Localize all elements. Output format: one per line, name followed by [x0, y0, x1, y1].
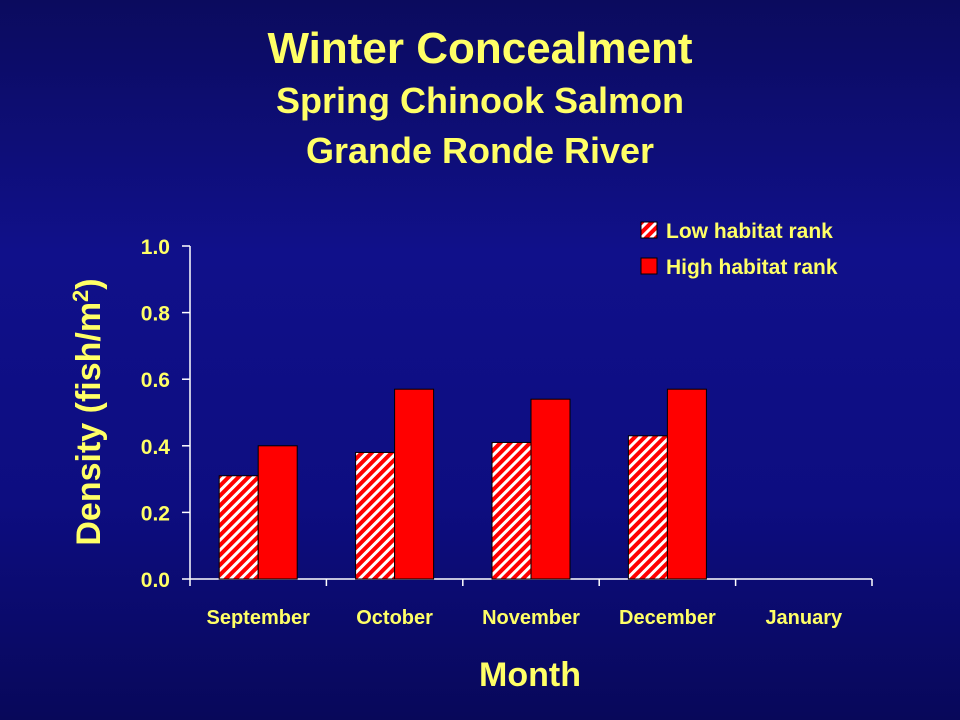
ticks: 0.0 0.2 0.4 0.6 0.8 1.0 September October Novemb…	[141, 236, 873, 629]
bar-low-december	[627, 435, 668, 580]
legend-swatch	[640, 257, 658, 275]
bar-low-october	[355, 451, 396, 580]
bar-high-november	[530, 398, 571, 580]
x-tick-label: December	[619, 607, 716, 629]
y-axis-title-main: Density (fish/m	[70, 302, 108, 546]
x-tick-label: September	[207, 607, 311, 629]
bar-high-october	[394, 388, 435, 580]
legend: Low habitat rank High habitat rank	[640, 220, 838, 279]
x-tick-label: October	[356, 607, 433, 629]
x-tick-label: November	[482, 607, 580, 629]
y-axis-title-suffix: )	[70, 278, 108, 289]
y-tick-label: 0.4	[141, 436, 171, 459]
bar-high-september	[257, 445, 298, 580]
y-tick-label: 0.8	[141, 303, 171, 326]
legend-swatch	[640, 221, 658, 239]
x-axis-title: Month	[479, 656, 581, 694]
bar-low-september	[218, 475, 259, 580]
bar-low-november	[491, 441, 532, 580]
y-tick-label: 0.6	[141, 369, 170, 392]
y-tick-label: 0.2	[141, 502, 170, 525]
chart-subtitle: Spring Chinook Salmon	[275, 80, 684, 121]
y-tick-label: 0.0	[141, 569, 170, 592]
bars	[218, 388, 707, 580]
y-axis-title: Density (fish/m2)	[68, 278, 108, 545]
legend-label: Low habitat rank	[666, 220, 833, 243]
x-tick-label: January	[765, 607, 843, 629]
chart-subtitle-2: Grande Ronde River	[305, 130, 655, 171]
title-block: Winter Concealment Spring Chinook Salmon…	[0, 22, 960, 176]
legend-label: High habitat rank	[666, 256, 838, 279]
chart-title: Winter Concealment	[267, 24, 693, 73]
y-axis-title-superscript: 2	[68, 290, 93, 302]
bar-high-december	[666, 388, 707, 580]
y-tick-label: 1.0	[141, 236, 170, 259]
